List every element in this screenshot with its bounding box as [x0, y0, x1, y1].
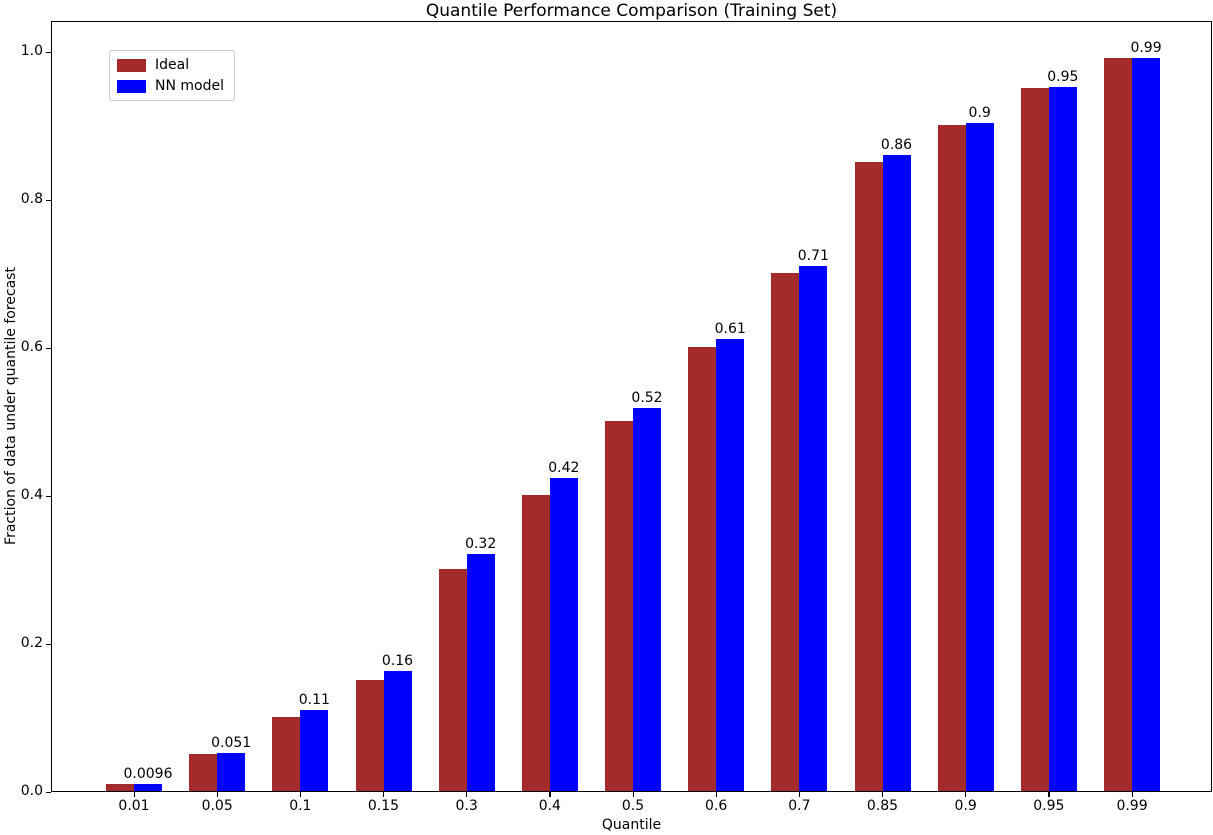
bar-nn-model-0-15 — [383, 671, 412, 791]
x-tick-label-0-85: 0.85 — [866, 798, 899, 814]
y-tick-label-0.0: 0.0 — [20, 783, 43, 799]
bar-value-label-0-4: 0.42 — [548, 459, 580, 476]
bar-nn-model-0-85 — [882, 155, 911, 791]
x-tick-mark-0-5 — [632, 792, 634, 797]
y-tick-mark-0.8 — [46, 199, 51, 201]
bar-ideal-0-1 — [272, 717, 301, 791]
x-tick-mark-0-05 — [216, 792, 218, 797]
bar-value-label-0-3: 0.32 — [465, 536, 497, 553]
x-tick-mark-0-1 — [299, 792, 302, 797]
chart-title: Quantile Performance Comparison (Trainin… — [425, 1, 838, 21]
bar-ideal-0-7 — [771, 273, 800, 791]
bar-nn-model-0-7 — [799, 266, 828, 791]
y-tick-mark-1.0 — [46, 51, 51, 53]
bar-value-label-0-99: 0.99 — [1130, 40, 1162, 57]
x-tick-label-0-5: 0.5 — [621, 798, 645, 814]
bar-nn-model-0-9 — [965, 122, 994, 791]
bar-ideal-0-5 — [605, 421, 634, 791]
x-tick-label-0-01: 0.01 — [118, 798, 150, 814]
x-tick-label-0-05: 0.05 — [201, 798, 233, 814]
bar-ideal-0-9 — [937, 125, 966, 791]
x-tick-mark-0-3 — [466, 792, 468, 797]
y-tick-label-0.2: 0.2 — [20, 635, 43, 651]
bar-ideal-0-01 — [106, 783, 134, 791]
y-tick-label-0.6: 0.6 — [20, 339, 43, 355]
bar-nn-model-0-4 — [549, 477, 578, 791]
bar-ideal-0-95 — [1020, 88, 1049, 791]
x-tick-mark-0-7 — [798, 792, 801, 797]
bar-ideal-0-15 — [355, 680, 384, 791]
x-tick-mark-0-85 — [882, 792, 884, 797]
bar-value-label-0-7: 0.71 — [797, 248, 829, 265]
x-axis-label: Quantile — [601, 817, 662, 833]
y-tick-label-0.8: 0.8 — [20, 191, 43, 207]
x-tick-label-0-9: 0.9 — [954, 798, 977, 814]
bar-nn-model-0-5 — [633, 408, 662, 791]
bar-value-label-0-9: 0.9 — [968, 104, 991, 121]
bar-ideal-0-85 — [854, 162, 883, 791]
legend-label-ideal: Ideal — [155, 57, 190, 73]
x-tick-mark-0-99 — [1131, 792, 1133, 797]
x-tick-label-0-4: 0.4 — [538, 798, 561, 814]
legend-swatch-ideal — [117, 58, 146, 72]
bar-nn-model-0-3 — [466, 554, 495, 791]
bar-ideal-0-05 — [189, 754, 218, 791]
x-tick-mark-0-6 — [715, 792, 717, 797]
bar-value-label-0-01: 0.0096 — [123, 765, 173, 782]
bar-value-label-0-85: 0.86 — [880, 137, 913, 154]
legend-swatch-nn-model — [117, 79, 146, 93]
y-axis-label: Fraction of data under quantile forecast — [3, 267, 19, 545]
legend-entry-ideal: Ideal — [117, 57, 224, 73]
x-tick-label-0-95: 0.95 — [1033, 798, 1065, 814]
bar-value-label-0-6: 0.61 — [714, 320, 746, 337]
y-tick-mark-0.2 — [46, 643, 51, 645]
y-tick-mark-0.4 — [46, 495, 51, 497]
bar-nn-model-0-6 — [716, 338, 745, 791]
bar-ideal-0-3 — [438, 569, 467, 791]
bar-nn-model-0-1 — [300, 710, 329, 791]
y-tick-label-0.4: 0.4 — [20, 487, 43, 503]
y-tick-mark-0.6 — [46, 347, 51, 349]
bar-nn-model-0-01 — [134, 783, 162, 791]
bar-value-label-0-15: 0.16 — [381, 653, 414, 670]
x-tick-label-0-15: 0.15 — [367, 798, 400, 814]
bar-value-label-0-5: 0.52 — [631, 390, 663, 407]
x-tick-label-0-6: 0.6 — [705, 798, 728, 814]
x-tick-label-0-1: 0.1 — [289, 798, 312, 814]
x-tick-mark-0-4 — [549, 792, 551, 797]
legend-entry-nn-model: NN model — [117, 78, 224, 94]
bar-nn-model-0-95 — [1048, 86, 1077, 791]
y-tick-label-1.0: 1.0 — [20, 43, 43, 59]
bar-value-label-0-1: 0.11 — [298, 692, 330, 709]
x-tick-label-0-7: 0.7 — [788, 798, 811, 814]
x-tick-mark-0-9 — [965, 792, 967, 797]
x-tick-label-0-3: 0.3 — [455, 798, 478, 814]
bar-ideal-0-6 — [688, 347, 717, 791]
legend: Ideal NN model — [109, 50, 235, 101]
bar-value-label-0-95: 0.95 — [1047, 68, 1079, 85]
x-tick-mark-0-15 — [383, 792, 385, 797]
y-tick-mark-0.0 — [46, 791, 51, 793]
x-tick-label-0-99: 0.99 — [1116, 798, 1148, 814]
plot-area: 0.0096 0.051 0.11 0.16 0.32 0.42 0.52 0.61 0.71 0… — [51, 21, 1212, 792]
bar-nn-model-0-99 — [1132, 58, 1161, 791]
bar-ideal-0-4 — [521, 495, 550, 791]
legend-label-nn-model: NN model — [155, 78, 224, 94]
x-tick-mark-0-01 — [133, 792, 135, 797]
x-tick-mark-0-95 — [1048, 792, 1050, 797]
bar-value-label-0-05: 0.051 — [211, 735, 252, 752]
bar-ideal-0-99 — [1104, 58, 1133, 791]
bar-nn-model-0-05 — [217, 753, 246, 791]
